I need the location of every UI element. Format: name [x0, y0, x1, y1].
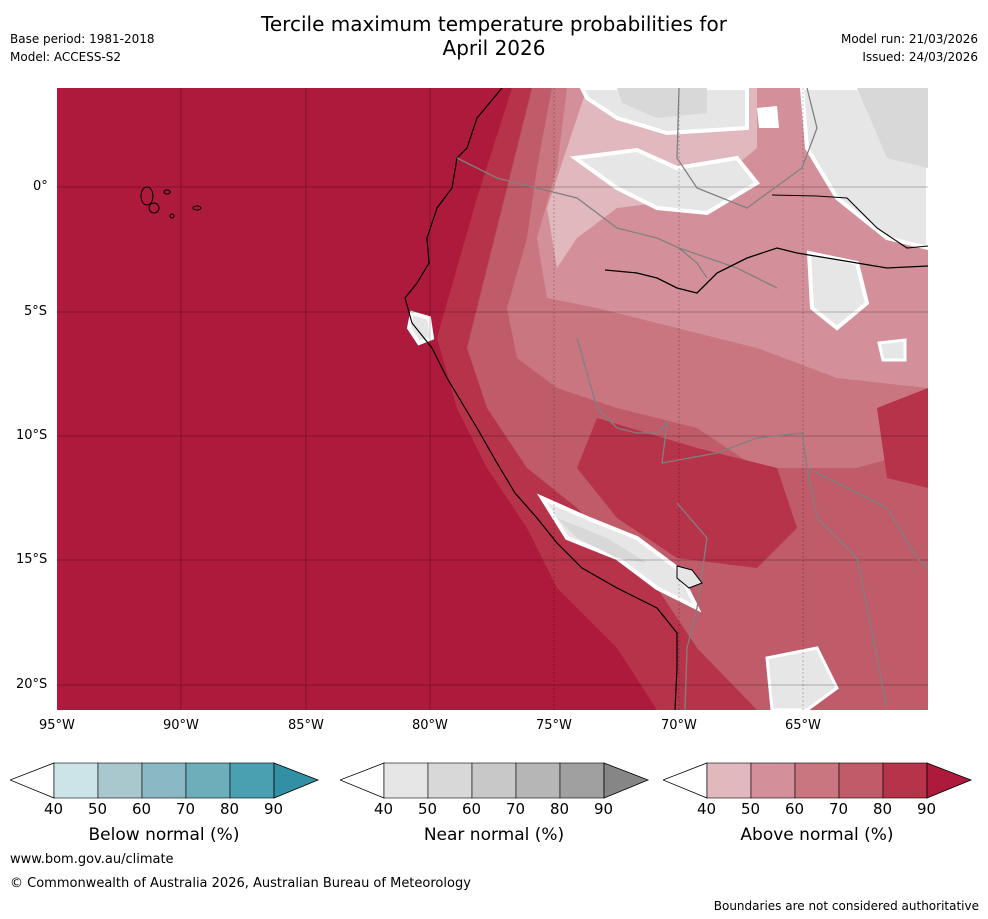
colorbar-below-segment: [185, 762, 231, 799]
colorbar-below-segment: [53, 762, 99, 799]
coastline: [404, 88, 678, 710]
lon-label-70w: 70°W: [661, 718, 697, 733]
copyright: © Commonwealth of Australia 2026, Austra…: [10, 876, 471, 891]
colorbar-above-tick: 60: [785, 800, 805, 818]
colorbar-below-tick: 90: [264, 800, 284, 818]
base-period: Base period: 1981-2018: [10, 32, 155, 46]
lon-label-85w: 85°W: [288, 718, 324, 733]
colorbar-near-segment: [383, 762, 429, 799]
near-normal-ne-inner: [857, 88, 928, 168]
colorbar-above-label: Above normal (%): [740, 825, 894, 845]
colorbar-above-extend-low: [663, 762, 708, 799]
colorbar-below-tick: 80: [220, 800, 240, 818]
near-normal-south: [765, 646, 839, 710]
country-boundaries: [456, 88, 928, 710]
website-link[interactable]: www.bom.gov.au/climate: [10, 852, 174, 867]
negro-river: [771, 194, 928, 249]
colorbar-near-tick: 90: [594, 800, 614, 818]
lon-label-90w: 90°W: [163, 718, 199, 733]
colorbar-below-extend-high: [273, 762, 320, 799]
colorbar-above-tick: 90: [917, 800, 937, 818]
colorbar-below-label: Below normal (%): [88, 825, 240, 845]
colorbar-below-segment: [229, 762, 275, 799]
colorbar-near-extend-high: [603, 762, 650, 799]
lat-label-10s: 10°S: [16, 428, 48, 443]
colorbar-below-tick: 70: [176, 800, 196, 818]
colorbar-near-segment: [427, 762, 473, 799]
colorbar-above-tick: 50: [741, 800, 761, 818]
model-run: Model run: 21/03/2026: [840, 32, 978, 46]
colorbar-below-extend-low: [10, 762, 55, 799]
colorbar-near-tick: 70: [506, 800, 526, 818]
lon-label-95w: 95°W: [39, 718, 75, 733]
lat-label-20s: 20°S: [16, 677, 48, 692]
patch-above-80-east: [877, 388, 928, 488]
colorbar-above-tick: 80: [873, 800, 893, 818]
colorbar-below-segment: [97, 762, 143, 799]
near-normal-peru-inner: [557, 518, 647, 563]
lon-label-75w: 75°W: [536, 718, 572, 733]
colorbar-above-tick: 70: [829, 800, 849, 818]
lat-label-15s: 15°S: [16, 552, 48, 567]
near-normal-ecuador: [569, 147, 760, 216]
probability-map: [57, 88, 928, 710]
colorbar-near-tick: 60: [462, 800, 482, 818]
colorbar-near-tick: 50: [418, 800, 438, 818]
colorbar-near-extend-low: [340, 762, 385, 799]
colorbar-below-segment: [141, 762, 187, 799]
patch-above-80-inland: [577, 418, 797, 568]
colorbar-below: [10, 762, 320, 799]
lake-titicaca: [676, 565, 703, 589]
amazon-river: [604, 247, 928, 294]
colorbar-below-tick: 60: [132, 800, 152, 818]
colorbar-above-segment: [706, 762, 752, 799]
disclaimer: Boundaries are not considered authoritat…: [713, 899, 979, 913]
colorbar-above: [663, 762, 973, 799]
colorbar-below-tick: 50: [88, 800, 108, 818]
lat-label-0: 0°: [33, 179, 48, 194]
colorbar-above-segment: [882, 762, 928, 799]
lon-label-65w: 65°W: [785, 718, 821, 733]
colorbar-above-tick: 40: [697, 800, 717, 818]
lon-label-80w: 80°W: [412, 718, 448, 733]
galapagos-islands: [140, 186, 202, 219]
colorbar-below-tick: 40: [44, 800, 64, 818]
colorbar-above-segment: [838, 762, 884, 799]
colorbar-near-tick: 40: [374, 800, 394, 818]
colorbar-above-segment: [794, 762, 840, 799]
colorbar-above-extend-high: [926, 762, 973, 799]
issued-date: Issued: 24/03/2026: [862, 50, 978, 64]
title-line-2: April 2026: [442, 36, 546, 60]
title-line-1: Tercile maximum temperature probabilitie…: [261, 12, 727, 36]
colorbar-near-segment: [471, 762, 517, 799]
meta-left: Base period: 1981-2018 Model: ACCESS-S2: [10, 30, 155, 66]
near-normal-point-3: [757, 106, 779, 128]
colorbar-near-label: Near normal (%): [423, 825, 565, 845]
model-name: Model: ACCESS-S2: [10, 50, 122, 64]
meta-right: Model run: 21/03/2026 Issued: 24/03/2026: [841, 30, 978, 66]
near-normal-north-inner: [617, 88, 707, 118]
near-normal-point-2: [877, 338, 907, 362]
lat-label-5s: 5°S: [24, 304, 48, 319]
colorbar-above-segment: [750, 762, 796, 799]
colorbar-near-segment: [515, 762, 561, 799]
colorbar-near: [340, 762, 650, 799]
gridlines: [57, 88, 928, 710]
colorbar-near-tick: 80: [550, 800, 570, 818]
colorbar-near-segment: [559, 762, 605, 799]
map-title: Tercile maximum temperature probabilitie…: [0, 12, 988, 60]
